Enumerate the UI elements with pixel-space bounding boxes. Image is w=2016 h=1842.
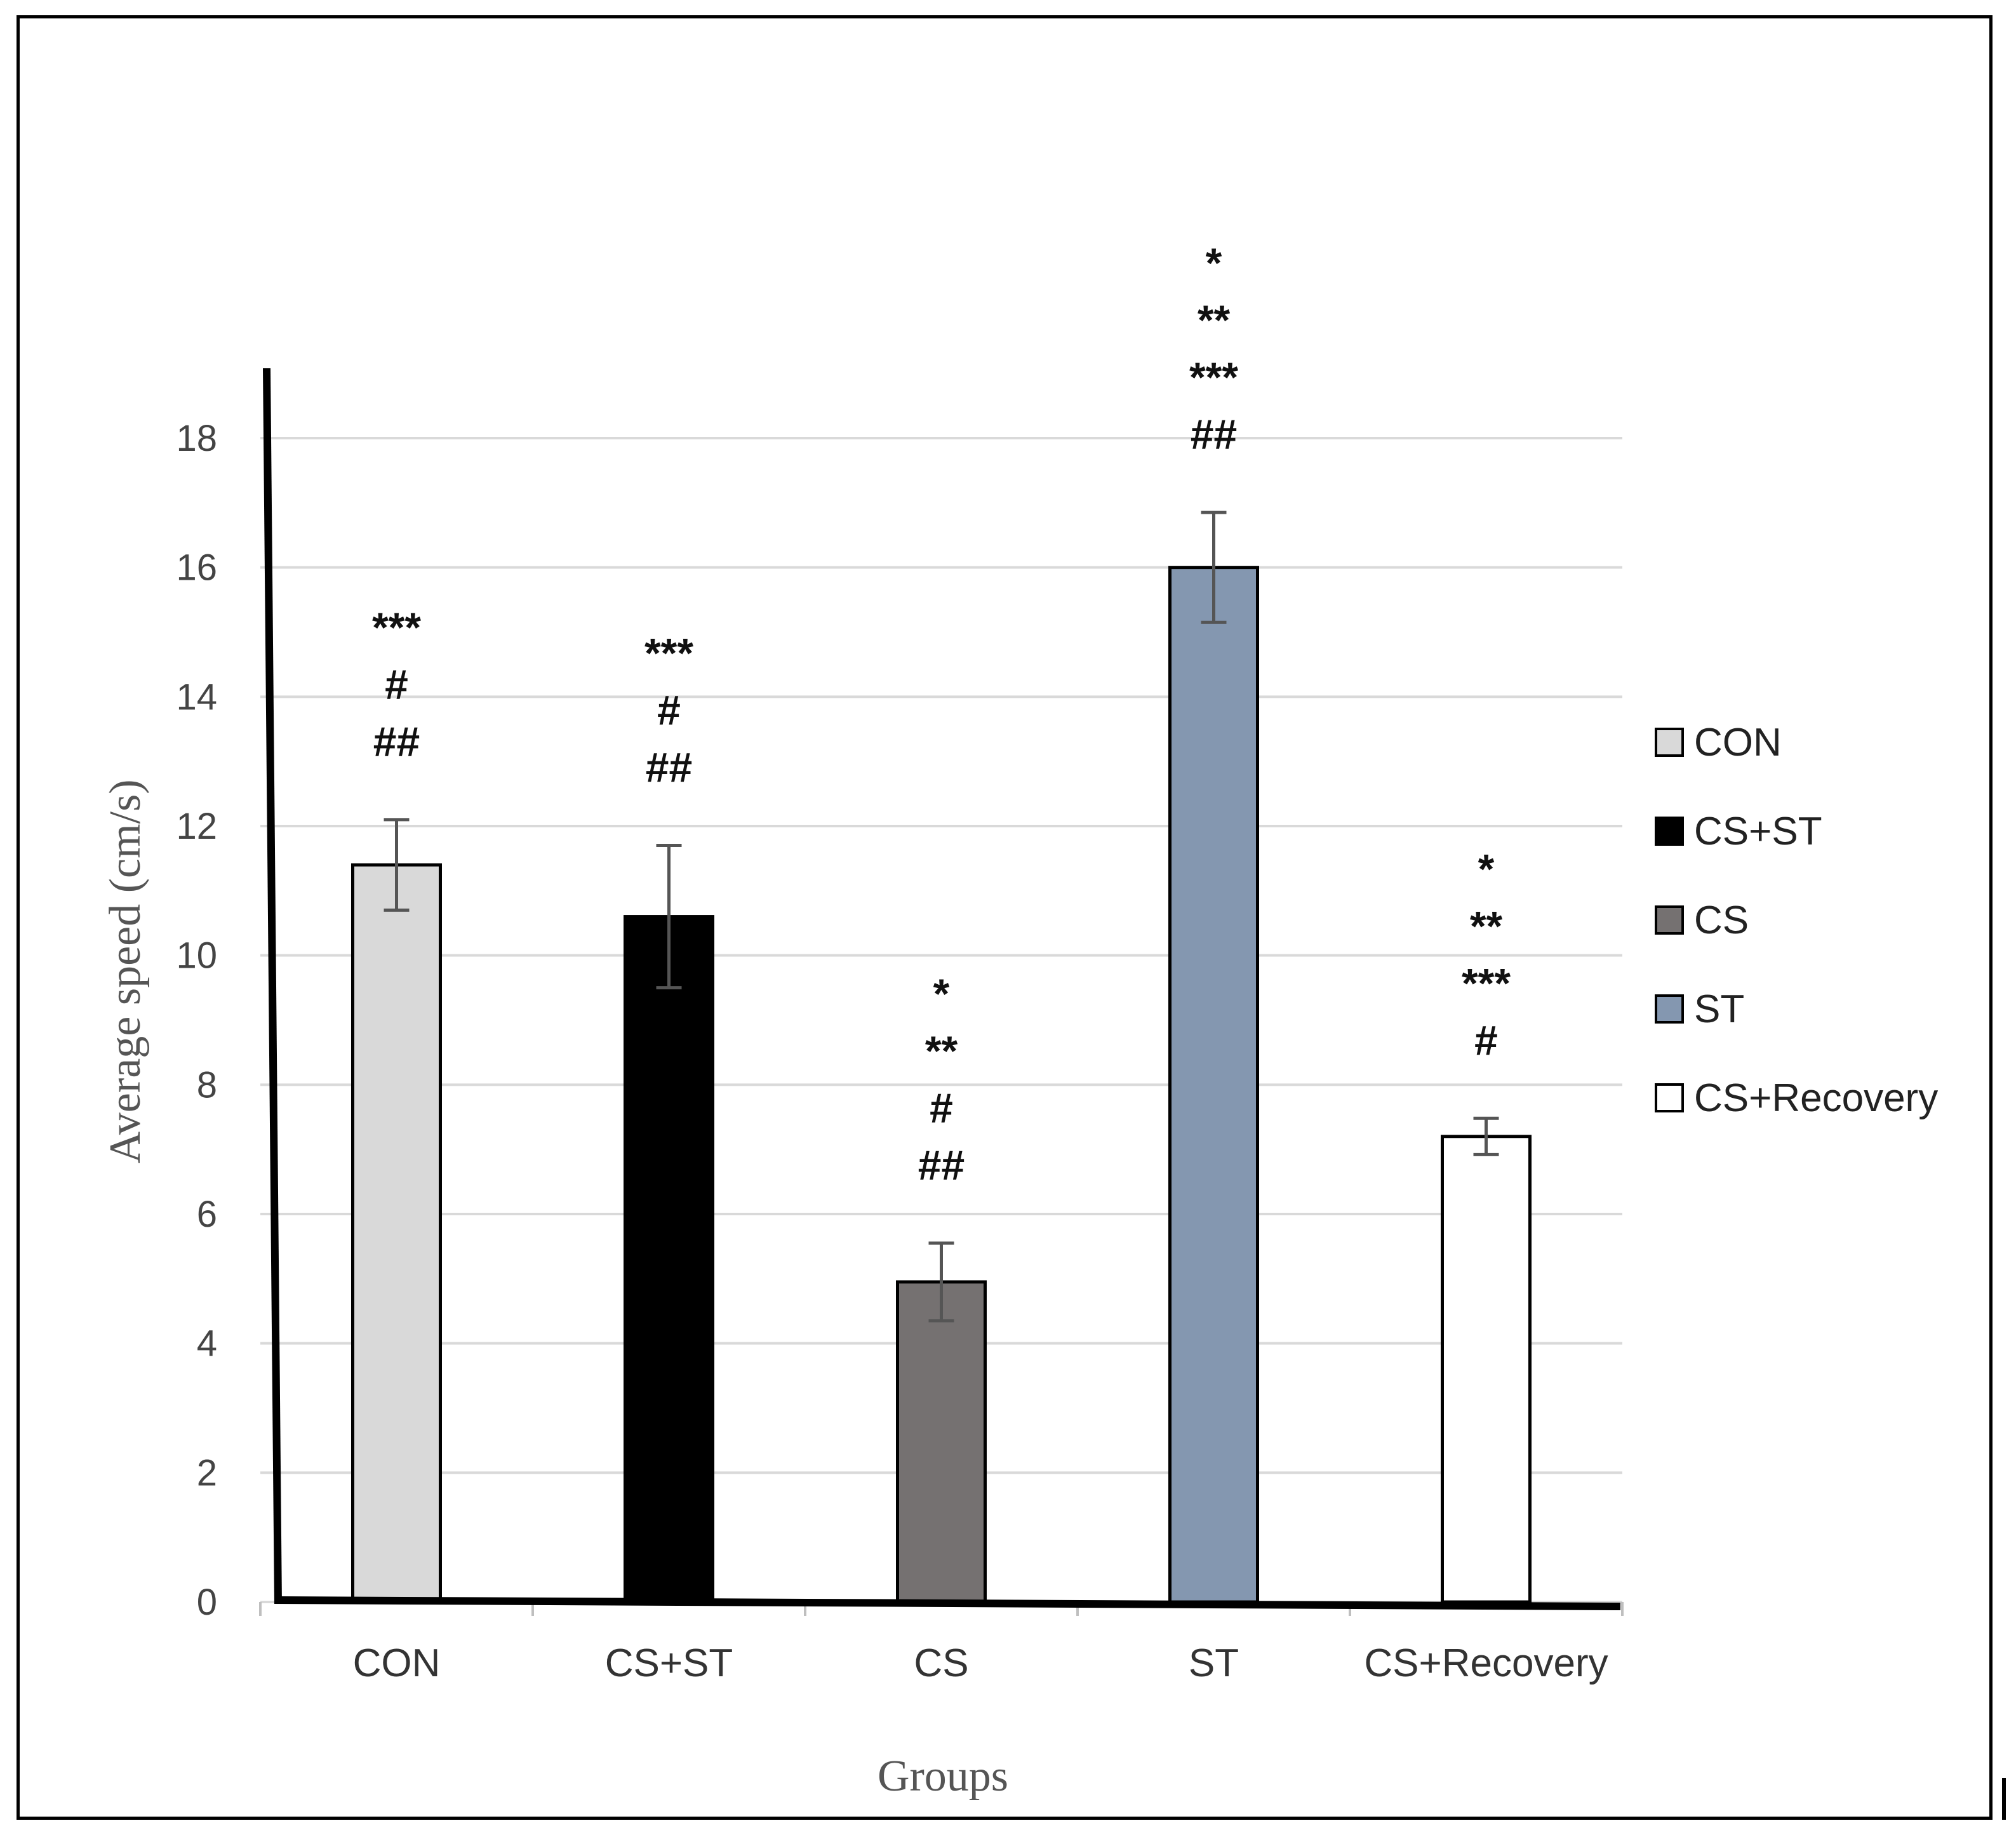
significance-mark: ** bbox=[1198, 297, 1231, 344]
y-tick-label: 2 bbox=[197, 1452, 217, 1493]
y-tick-label: 4 bbox=[197, 1323, 217, 1365]
x-axis-line bbox=[274, 1596, 1621, 1610]
bar-cs-st bbox=[624, 915, 714, 1604]
bar-con bbox=[351, 863, 442, 1604]
x-tick-label: CS+ST bbox=[605, 1641, 733, 1685]
y-tick-label: 12 bbox=[176, 806, 217, 847]
x-tick-label: CS bbox=[914, 1641, 968, 1685]
significance-mark: ** bbox=[925, 1027, 958, 1074]
y-tick-label: 14 bbox=[176, 676, 217, 717]
y-axis-ticks: 0 2 4 6 8 10 12 14 16 18 bbox=[176, 418, 217, 1623]
y-tick-label: 8 bbox=[197, 1064, 217, 1105]
error-bars bbox=[384, 511, 1499, 1323]
legend-label: CS+Recovery bbox=[1694, 1076, 1938, 1120]
bars bbox=[351, 566, 1532, 1604]
significance-mark: # bbox=[385, 661, 408, 708]
significance-mark: ## bbox=[918, 1142, 965, 1189]
y-axis-line bbox=[263, 368, 282, 1605]
significance-mark: ** bbox=[1470, 902, 1503, 949]
legend-label: CON bbox=[1694, 721, 1782, 764]
y-tick-label: 18 bbox=[176, 418, 217, 459]
significance-mark: ## bbox=[1191, 411, 1237, 458]
x-tick-label: CS+Recovery bbox=[1364, 1641, 1608, 1685]
x-axis-ticks: CON CS+ST CS ST CS+Recovery bbox=[353, 1641, 1608, 1685]
legend: CON CS+ST CS ST CS+Recovery bbox=[1655, 721, 1938, 1120]
legend-swatch bbox=[1655, 1083, 1684, 1112]
legend-swatch bbox=[1655, 905, 1684, 935]
significance-mark: *** bbox=[1462, 959, 1511, 1006]
bar-st bbox=[1168, 566, 1259, 1604]
legend-label: CS bbox=[1694, 898, 1749, 942]
significance-mark: ## bbox=[373, 718, 420, 765]
x-tick-label: CON bbox=[353, 1641, 441, 1685]
significance-mark: *** bbox=[1189, 354, 1238, 401]
significance-mark: *** bbox=[644, 630, 693, 677]
x-axis-title: Groups bbox=[878, 1752, 1008, 1801]
legend-label: ST bbox=[1694, 987, 1744, 1031]
legend-swatch bbox=[1655, 994, 1684, 1024]
y-tick-label: 10 bbox=[176, 935, 217, 977]
x-tick-label: ST bbox=[1189, 1641, 1239, 1685]
significance-mark: # bbox=[1474, 1017, 1498, 1064]
significance-mark: *** bbox=[372, 604, 421, 651]
legend-label: CS+ST bbox=[1694, 810, 1822, 853]
significance-mark: * bbox=[1206, 239, 1222, 286]
bar-cs bbox=[896, 1280, 987, 1604]
significance-mark: * bbox=[933, 970, 950, 1017]
y-tick-label: 6 bbox=[197, 1194, 217, 1235]
y-axis-title: Average speed (cm/s) bbox=[101, 779, 150, 1163]
significance-mark: * bbox=[1478, 845, 1495, 892]
y-tick-label: 0 bbox=[197, 1582, 217, 1623]
significance-mark: ## bbox=[646, 744, 692, 791]
bar-cs-recovery bbox=[1441, 1135, 1532, 1604]
significance-annotations: ***###***###***###******##******# bbox=[372, 239, 1511, 1189]
legend-swatch bbox=[1655, 728, 1684, 757]
legend-swatch bbox=[1655, 817, 1684, 846]
significance-mark: # bbox=[930, 1085, 953, 1131]
y-tick-label: 16 bbox=[176, 547, 217, 589]
significance-mark: # bbox=[657, 687, 681, 734]
